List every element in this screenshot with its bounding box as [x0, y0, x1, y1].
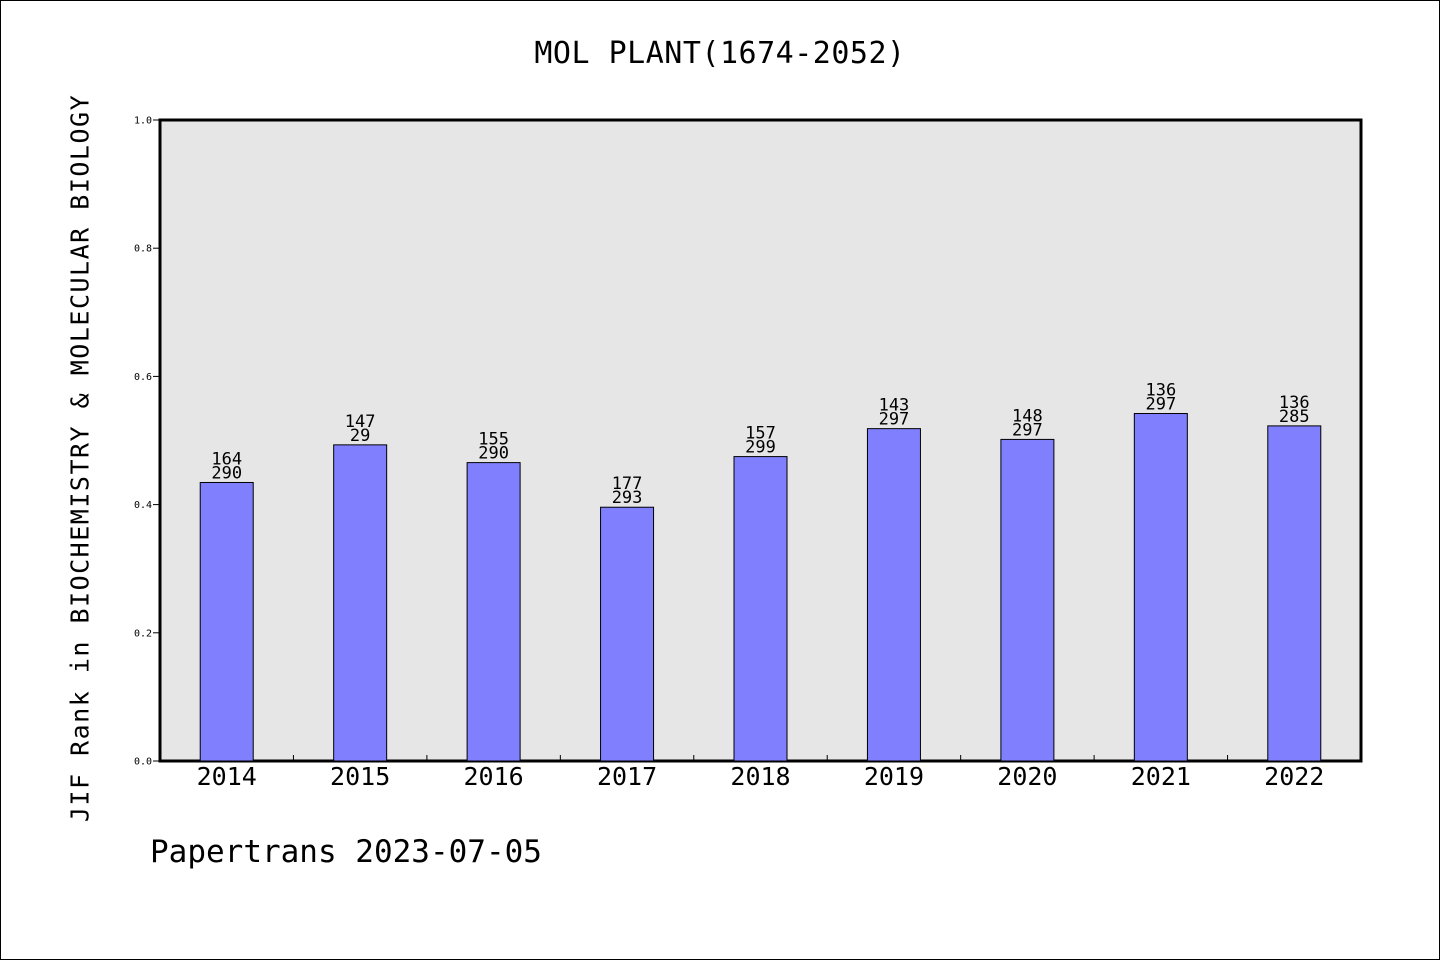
bar — [1000, 438, 1055, 762]
bar-label-total: 297 — [1145, 395, 1176, 415]
bar — [466, 462, 521, 762]
bar-label-total: 299 — [745, 438, 776, 458]
x-tick-label: 2018 — [730, 762, 790, 791]
bar-label-rank: 164 — [211, 449, 242, 469]
bar-label-total: 297 — [879, 410, 910, 430]
bar — [866, 428, 921, 762]
bar-label-rank: 136 — [1145, 381, 1176, 401]
x-axis-ticks: 2014 2015 2016 2017 2018 2019 2020 2021 2022 — [197, 755, 1324, 791]
y-axis-ticks: 0.0 0.2 0.4 0.6 0.8 1.0 — [134, 116, 160, 768]
bar-label-total: 285 — [1279, 407, 1310, 427]
bar-label-rank: 147 — [345, 412, 376, 432]
x-tick-label: 2017 — [597, 762, 657, 791]
bar-label-total: 297 — [1012, 420, 1043, 440]
bar — [1267, 425, 1322, 762]
y-tick-label: 0.2 — [134, 628, 152, 639]
bar — [600, 506, 655, 762]
bar-label-rank: 155 — [478, 430, 509, 450]
bar-label-rank: 177 — [612, 474, 643, 494]
x-tick-label: 2022 — [1264, 762, 1324, 791]
y-tick-label: 0.0 — [134, 757, 152, 768]
x-tick-label: 2021 — [1131, 762, 1191, 791]
x-tick-label: 2019 — [864, 762, 924, 791]
x-tick-label: 2020 — [997, 762, 1057, 791]
bar-label-total: 290 — [211, 463, 242, 483]
y-tick-label: 0.6 — [134, 372, 152, 383]
footer-source-date: Papertrans 2023-07-05 — [150, 834, 542, 870]
bar-label-total: 290 — [478, 444, 509, 464]
bar — [1133, 413, 1188, 762]
bar — [333, 444, 388, 762]
bar-label-rank: 143 — [879, 396, 910, 416]
bar-label-rank: 148 — [1012, 406, 1043, 426]
y-tick-label: 1.0 — [134, 116, 152, 127]
x-tick-label: 2015 — [330, 762, 390, 791]
x-tick-label: 2014 — [197, 762, 257, 791]
chart-title: MOL PLANT(1674-2052) — [534, 36, 906, 71]
bar-label-total: 293 — [612, 488, 643, 508]
bars — [199, 413, 1322, 762]
y-tick-label: 0.8 — [134, 244, 152, 255]
bar-label-rank: 136 — [1279, 393, 1310, 413]
bar-label-total: 29 — [350, 426, 370, 446]
bar — [199, 481, 254, 762]
x-tick-label: 2016 — [464, 762, 524, 791]
bar — [733, 456, 788, 762]
y-tick-label: 0.4 — [134, 500, 152, 511]
bar-label-rank: 157 — [745, 424, 776, 444]
